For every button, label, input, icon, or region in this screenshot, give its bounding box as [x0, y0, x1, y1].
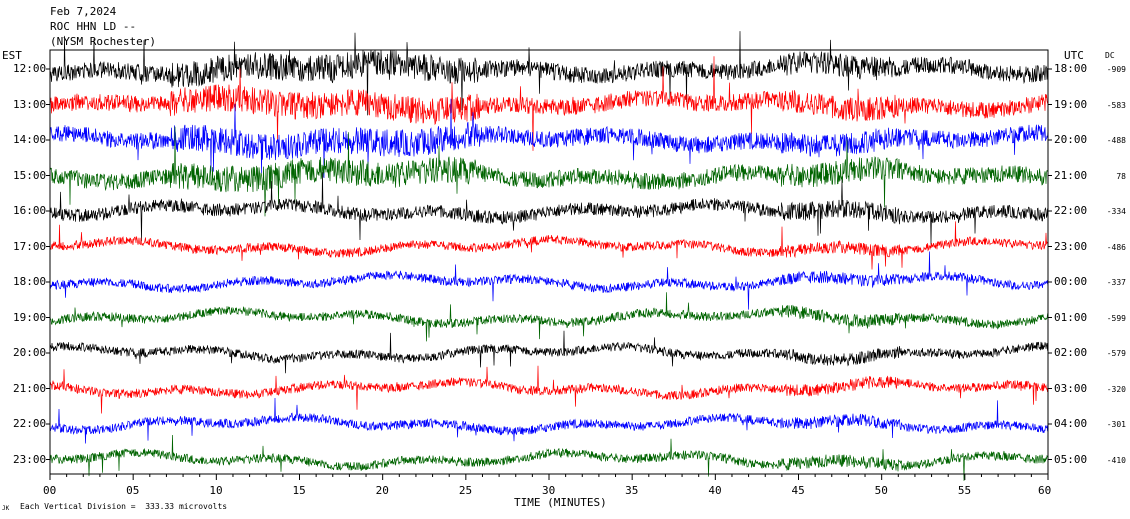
est-label: 15:00 [13, 168, 47, 182]
utc-axis-label: UTC [1064, 49, 1084, 62]
est-label: 22:00 [13, 417, 47, 430]
utc-label: 01:00 [1054, 310, 1088, 324]
dc-column-label: DC [1105, 51, 1115, 60]
dc-label: -320 [1106, 384, 1126, 394]
trace-row-1200 [49, 31, 1049, 116]
x-tick-label: 05 [126, 484, 140, 497]
est-label: 17:00 [13, 239, 47, 253]
dc-label: -337 [1106, 278, 1126, 287]
utc-label: 20:00 [1054, 133, 1088, 146]
trace-row-1300 [49, 56, 1049, 151]
est-label: 16:00 [13, 204, 47, 217]
trace-row-1900 [49, 292, 1049, 342]
x-tick-label: 30 [542, 484, 556, 497]
x-tick-label: 10 [209, 484, 223, 497]
station-label: ROC HHN LD -- [50, 20, 137, 33]
x-tick-label: 40 [708, 484, 722, 497]
est-axis-label: EST [2, 49, 22, 62]
x-axis-title: TIME (MINUTES) [514, 496, 607, 509]
date-label: Feb 7,2024 [50, 5, 117, 18]
est-label: 13:00 [13, 97, 47, 111]
est-label: 19:00 [13, 310, 47, 324]
utc-label: 02:00 [1054, 346, 1088, 359]
dc-label: 78 [1116, 171, 1126, 181]
location-label: (NYSM Rochester) [50, 35, 156, 48]
est-label: 14:00 [13, 133, 47, 146]
utc-label: 03:00 [1054, 381, 1088, 395]
y-ticks-right [1048, 68, 1052, 460]
utc-label: 18:00 [1054, 62, 1088, 75]
x-tick-label: 60 [1038, 484, 1052, 497]
trace-row-1800 [49, 251, 1049, 310]
x-tick-label: 50 [874, 484, 888, 497]
utc-label: 00:00 [1054, 275, 1088, 288]
est-label: 20:00 [13, 346, 47, 359]
trace-row-1700 [49, 221, 1049, 270]
y-ticks-left [46, 68, 50, 460]
dc-label: -599 [1106, 313, 1126, 323]
x-tick-label: 45 [791, 484, 805, 497]
trace-row-1400 [49, 98, 1049, 179]
x-tick-label: 35 [625, 484, 639, 497]
x-tick-label: 15 [292, 484, 306, 497]
dc-label: -410 [1106, 455, 1126, 465]
est-label: 21:00 [13, 381, 47, 395]
x-tick-label: 25 [458, 484, 473, 497]
utc-label: 21:00 [1054, 168, 1088, 182]
x-tick-label: 00 [43, 484, 57, 497]
dc-label: -486 [1106, 242, 1126, 252]
utc-label: 05:00 [1054, 452, 1088, 466]
utc-label: 23:00 [1054, 239, 1088, 253]
dc-label: -488 [1106, 136, 1126, 145]
trace-row-2200 [49, 397, 1049, 444]
trace-row-1600 [49, 172, 1049, 245]
utc-label: 04:00 [1054, 417, 1088, 430]
trace-row-2000 [49, 330, 1049, 374]
x-tick-label: 20 [375, 484, 389, 497]
utc-label: 19:00 [1054, 97, 1088, 111]
seismic-traces [49, 31, 1049, 481]
trace-row-1500 [49, 126, 1049, 217]
x-ticks [49, 474, 1049, 480]
dc-label: -583 [1106, 100, 1126, 110]
est-label: 23:00 [13, 452, 47, 466]
dc-label: -909 [1106, 65, 1126, 74]
trace-row-2300 [49, 434, 1049, 481]
scale-note: Each Vertical Division = 333.33 microvol… [20, 502, 228, 511]
est-label: 18:00 [13, 275, 47, 288]
dc-label: -334 [1106, 207, 1126, 216]
est-label: 12:00 [13, 62, 47, 75]
dc-label: -301 [1106, 420, 1126, 429]
x-tick-label: 55 [957, 484, 972, 497]
dc-label: -579 [1106, 349, 1126, 358]
utc-label: 22:00 [1054, 204, 1088, 217]
corner-mark: JK [2, 505, 10, 512]
trace-row-2100 [49, 365, 1049, 414]
